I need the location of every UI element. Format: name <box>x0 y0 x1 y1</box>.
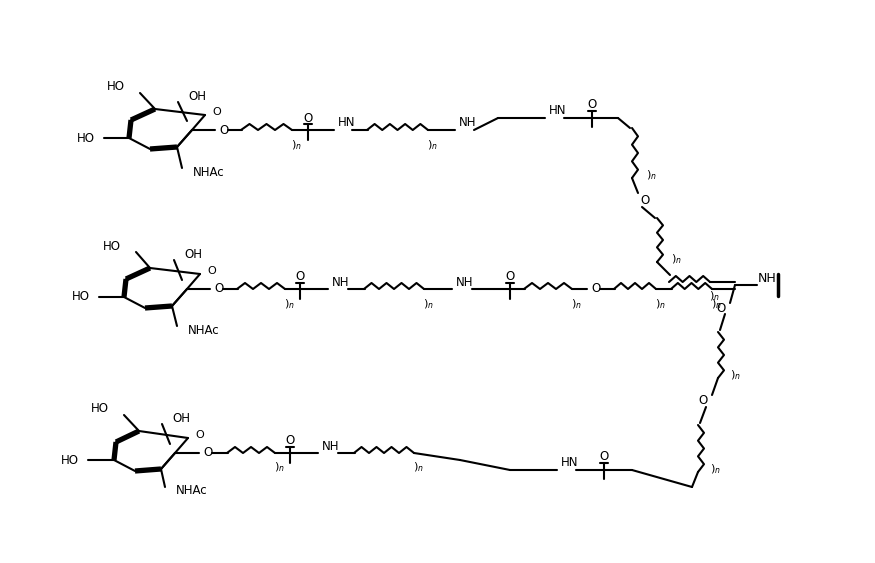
Text: $)_n$: $)_n$ <box>413 460 424 474</box>
Text: HO: HO <box>103 239 121 252</box>
Text: $)_n$: $)_n$ <box>423 297 434 311</box>
Text: O: O <box>599 449 609 462</box>
Text: $)_n$: $)_n$ <box>571 297 582 311</box>
Text: O: O <box>212 107 220 117</box>
Text: HO: HO <box>91 403 109 415</box>
Text: OH: OH <box>172 412 190 425</box>
Text: O: O <box>207 266 216 276</box>
Text: HN: HN <box>561 457 578 470</box>
Text: O: O <box>195 430 204 440</box>
Text: OH: OH <box>184 248 202 261</box>
Text: O: O <box>285 434 295 446</box>
Text: O: O <box>591 283 600 296</box>
Text: O: O <box>214 283 223 296</box>
Text: $)_n$: $)_n$ <box>291 138 302 152</box>
Text: NH: NH <box>459 117 477 129</box>
Text: HN: HN <box>549 105 566 118</box>
Text: NH: NH <box>456 275 473 288</box>
Text: NH: NH <box>758 271 777 284</box>
Text: $)_n$: $)_n$ <box>711 297 722 311</box>
Text: $)_n$: $)_n$ <box>671 252 682 266</box>
Text: $)_n$: $)_n$ <box>427 138 438 152</box>
Text: $)_n$: $)_n$ <box>284 297 295 311</box>
Text: O: O <box>717 302 726 315</box>
Text: HO: HO <box>61 454 79 467</box>
Text: O: O <box>304 111 312 124</box>
Text: OH: OH <box>188 91 206 104</box>
Text: O: O <box>506 270 514 283</box>
Text: $)_n$: $)_n$ <box>274 460 285 474</box>
Text: O: O <box>699 395 708 408</box>
Text: O: O <box>296 270 304 283</box>
Text: HO: HO <box>72 291 90 303</box>
Text: $)_n$: $)_n$ <box>710 462 721 476</box>
Text: NH: NH <box>332 275 349 288</box>
Text: $)_n$: $)_n$ <box>709 289 720 303</box>
Text: NHAc: NHAc <box>188 324 220 337</box>
Text: HN: HN <box>338 117 355 129</box>
Text: $)_n$: $)_n$ <box>730 368 741 382</box>
Text: HO: HO <box>107 81 125 93</box>
Text: O: O <box>219 123 228 136</box>
Text: NHAc: NHAc <box>176 485 207 498</box>
Text: NHAc: NHAc <box>193 166 225 178</box>
Text: HO: HO <box>77 132 95 145</box>
Text: $)_n$: $)_n$ <box>646 168 657 182</box>
Text: O: O <box>587 97 597 110</box>
Text: NH: NH <box>322 440 340 453</box>
Text: $)_n$: $)_n$ <box>655 297 666 311</box>
Text: O: O <box>203 446 213 459</box>
Text: O: O <box>640 194 649 207</box>
